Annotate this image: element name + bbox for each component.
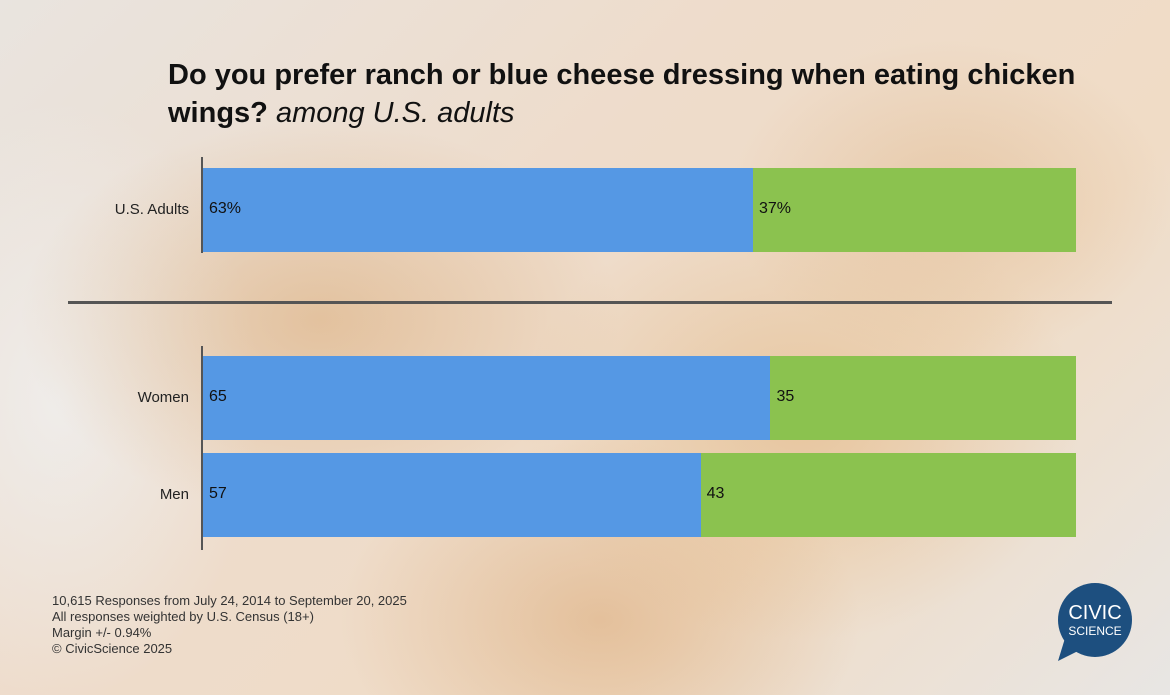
data-label: 37% [758, 200, 792, 217]
footnote-weighting: All responses weighted by U.S. Census (1… [52, 609, 314, 624]
data-label: 65 [209, 388, 227, 405]
bar-segment [770, 356, 1076, 440]
bar-segment [203, 356, 771, 440]
chart-title: Do you prefer ranch or blue cheese dress… [168, 56, 1088, 132]
axis-line [201, 346, 203, 550]
civicscience-logo: CIVIC SCIENCE [1058, 583, 1132, 661]
category-label: Women [137, 389, 189, 406]
footnote-responses: 10,615 Responses from July 24, 2014 to S… [52, 593, 407, 608]
group-divider [68, 301, 1112, 304]
bar-segment [700, 453, 1076, 537]
svg-text:CIVIC: CIVIC [1068, 602, 1121, 624]
category-label: U.S. Adults [114, 201, 189, 218]
data-label: 35 [776, 388, 795, 405]
footnotes: 10,615 Responses from July 24, 2014 to S… [52, 593, 407, 657]
category-label: Men [159, 486, 189, 503]
subtitle-text: among U.S. adults [275, 97, 515, 129]
bar-segment [203, 453, 701, 537]
title-text: Do you prefer ranch or blue cheese dress… [168, 59, 1076, 129]
axis-line [201, 157, 203, 253]
data-label: 57 [209, 485, 227, 502]
svg-text:SCIENCE: SCIENCE [1068, 624, 1121, 638]
bar-segment [752, 168, 1076, 252]
footnote-copyright: © CivicScience 2025 [52, 641, 173, 656]
bar-segment [203, 168, 753, 252]
footnote-margin: Margin +/- 0.94% [52, 625, 152, 640]
data-label: 43 [706, 485, 725, 502]
data-label: 63% [209, 200, 242, 217]
